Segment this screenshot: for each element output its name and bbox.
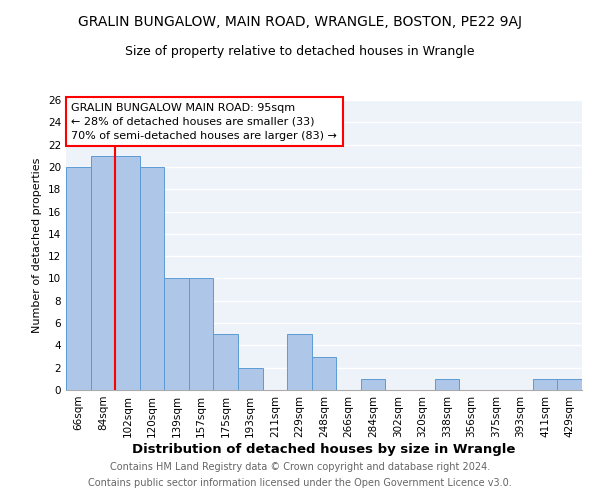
Bar — [164, 278, 189, 390]
Text: Contains HM Land Registry data © Crown copyright and database right 2024.: Contains HM Land Registry data © Crown c… — [110, 462, 490, 472]
Bar — [557, 379, 582, 390]
Bar — [189, 278, 214, 390]
Bar — [115, 156, 140, 390]
Bar — [434, 379, 459, 390]
Text: Contains public sector information licensed under the Open Government Licence v3: Contains public sector information licen… — [88, 478, 512, 488]
Bar — [214, 334, 238, 390]
Bar — [312, 356, 336, 390]
Bar — [287, 334, 312, 390]
Bar — [533, 379, 557, 390]
Text: Size of property relative to detached houses in Wrangle: Size of property relative to detached ho… — [125, 45, 475, 58]
Text: GRALIN BUNGALOW MAIN ROAD: 95sqm
← 28% of detached houses are smaller (33)
70% o: GRALIN BUNGALOW MAIN ROAD: 95sqm ← 28% o… — [71, 103, 337, 141]
Bar — [361, 379, 385, 390]
X-axis label: Distribution of detached houses by size in Wrangle: Distribution of detached houses by size … — [133, 442, 515, 456]
Bar — [140, 167, 164, 390]
Bar — [91, 156, 115, 390]
Bar — [238, 368, 263, 390]
Text: GRALIN BUNGALOW, MAIN ROAD, WRANGLE, BOSTON, PE22 9AJ: GRALIN BUNGALOW, MAIN ROAD, WRANGLE, BOS… — [78, 15, 522, 29]
Y-axis label: Number of detached properties: Number of detached properties — [32, 158, 43, 332]
Bar — [66, 167, 91, 390]
